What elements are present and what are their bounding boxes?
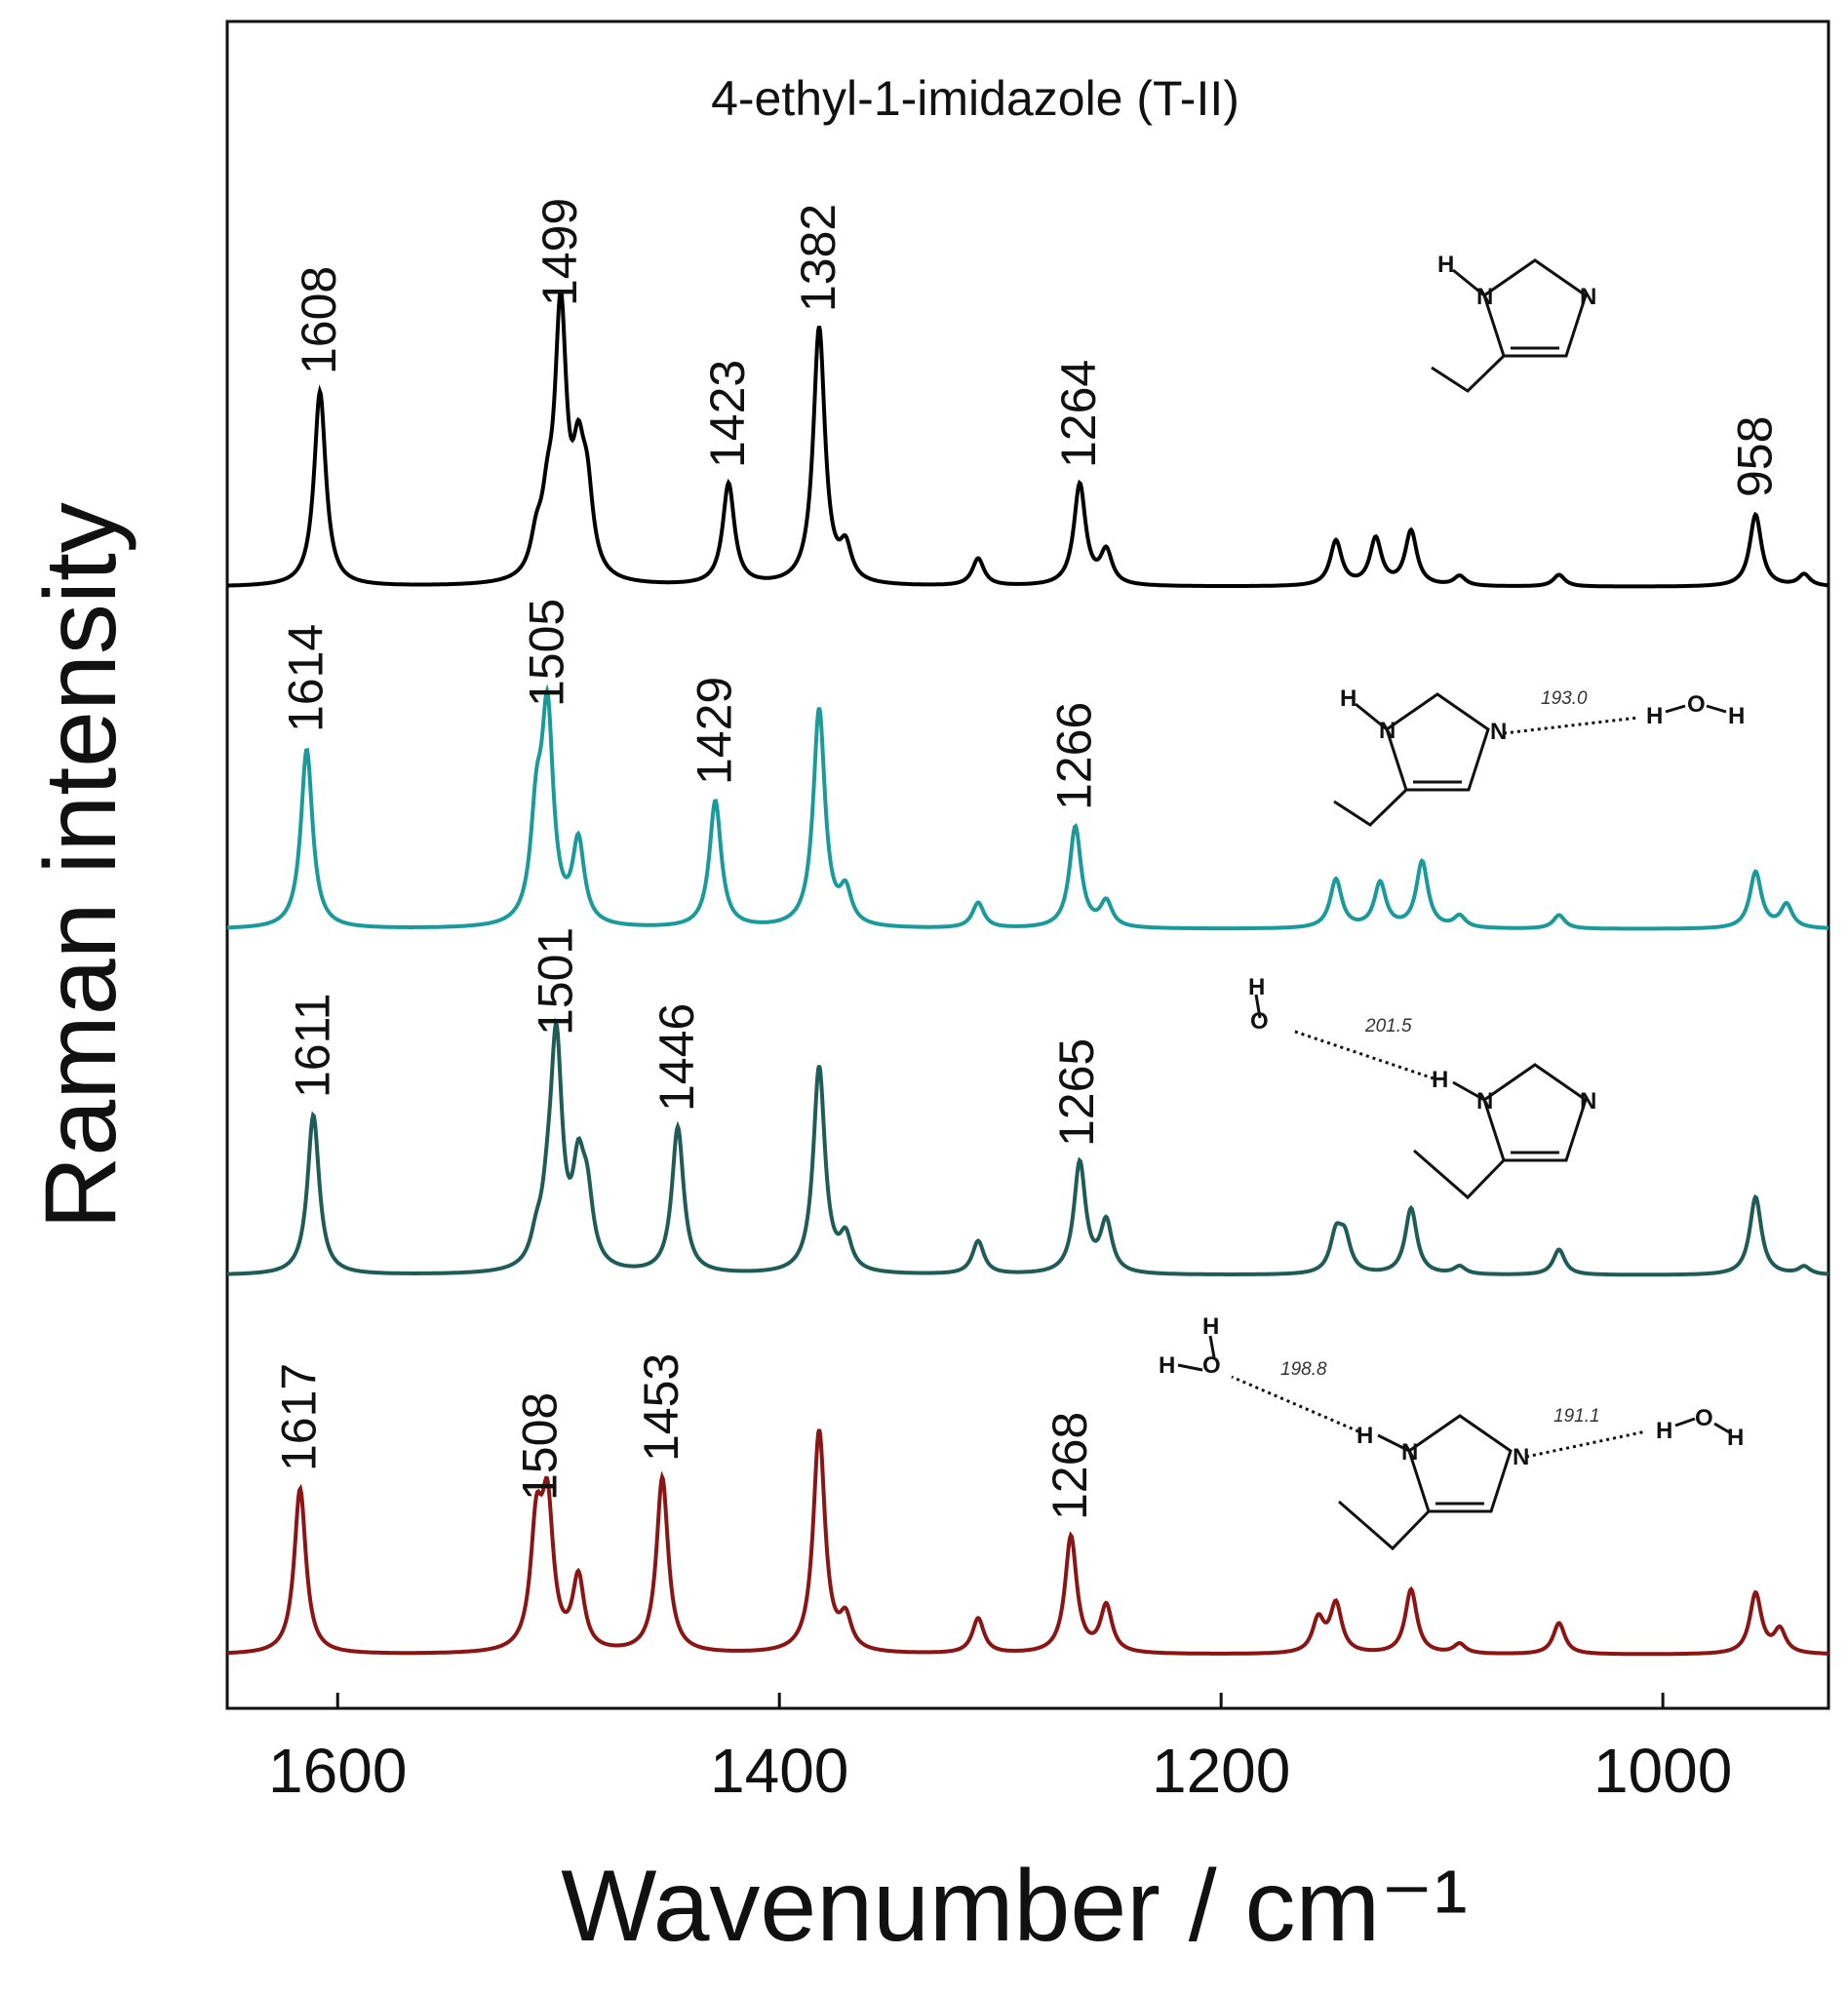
ethyl-chain-3 <box>1413 1149 1506 1200</box>
oh-bond-5 <box>1208 1335 1216 1358</box>
plot-frame <box>225 20 1830 1710</box>
peak-label-s4-1453: 1453 <box>634 1353 688 1462</box>
peak-label-s3-1265: 1265 <box>1049 1038 1104 1147</box>
ethyl-chain-1 <box>1431 354 1506 393</box>
molecule-structure-1: N N H <box>1431 252 1596 393</box>
imidazole-ring-4 <box>1407 1414 1513 1513</box>
atom-n-7: N <box>1401 1439 1418 1466</box>
atom-h-8: H <box>1159 1352 1175 1379</box>
atom-n-6: N <box>1580 1088 1596 1115</box>
peak-label-s4-1268: 1268 <box>1042 1412 1097 1520</box>
peak-label-s2-1505: 1505 <box>519 599 573 707</box>
distance-label-3: 198.8 <box>1280 1359 1327 1380</box>
x-tick-label-1200: 1200 <box>1152 1736 1290 1806</box>
series-line-1 <box>227 290 1829 589</box>
peak-label-s3-1611: 1611 <box>285 993 339 1098</box>
ethyl-chain-4 <box>1338 1500 1431 1551</box>
oh-bond-2 <box>1706 704 1727 714</box>
series-layer <box>226 290 1829 1657</box>
imidazole-ring-1 <box>1482 258 1588 358</box>
atom-o-3: O <box>1202 1352 1221 1379</box>
peak-label-s1-1499: 1499 <box>532 198 587 306</box>
peak-labels: 1608 1499 1423 1382 1264 958 1614 1505 1429 1266 1… <box>272 198 1783 1520</box>
hbond-dotted-1 <box>1503 716 1639 735</box>
peak-label-s4-1508: 1508 <box>513 1392 568 1501</box>
molecule-structure-4: N N H O H H H O H 198.8 191.1 <box>1159 1313 1744 1551</box>
atom-h-10: H <box>1656 1418 1672 1444</box>
atom-h-2: H <box>1340 685 1357 712</box>
oh-bond-6 <box>1674 1417 1696 1428</box>
atom-h-9: H <box>1202 1313 1219 1340</box>
peak-label-s1-1423: 1423 <box>700 360 755 468</box>
oh-bond-4 <box>1177 1363 1203 1372</box>
peak-label-s1-1382: 1382 <box>791 204 845 312</box>
atom-n-5: N <box>1476 1088 1493 1115</box>
x-axis-title: Wavenumber / cm⁻¹ <box>561 1850 1467 1963</box>
series-line-4 <box>227 1428 1828 1657</box>
nh-bond-2 <box>1355 702 1388 731</box>
atom-o-2: O <box>1250 1008 1269 1035</box>
distance-label-1: 193.0 <box>1541 688 1588 709</box>
oh-bond-7 <box>1713 1422 1732 1435</box>
peak-label-s2-1614: 1614 <box>279 624 334 732</box>
atom-o-1: O <box>1687 691 1706 718</box>
atom-h-1: H <box>1437 252 1454 278</box>
peak-label-s2-1266: 1266 <box>1047 702 1102 810</box>
nh-bond-4 <box>1377 1433 1410 1453</box>
atom-o-4: O <box>1695 1405 1713 1431</box>
hbond-dotted-2 <box>1291 1029 1435 1080</box>
x-tick-label-1600: 1600 <box>268 1736 407 1806</box>
imidazole-ring-3 <box>1482 1063 1588 1162</box>
atom-h-6: H <box>1248 974 1265 1000</box>
oh-bond-1 <box>1665 704 1686 714</box>
atom-h-11: H <box>1727 1425 1744 1451</box>
series-line-3 <box>227 1017 1828 1277</box>
hbond-dotted-3 <box>1231 1375 1359 1433</box>
hbond-dotted-4 <box>1525 1429 1647 1459</box>
ethyl-chain-2 <box>1333 788 1408 827</box>
atom-h-7: H <box>1357 1423 1373 1449</box>
atom-n-2: N <box>1580 284 1596 310</box>
y-axis-title: Raman intensity <box>24 502 138 1230</box>
x-tick-label-1400: 1400 <box>710 1736 848 1806</box>
atom-n-1: N <box>1476 284 1493 310</box>
x-tick-label-1000: 1000 <box>1593 1736 1732 1806</box>
molecule-structure-3: N N H O H 201.5 <box>1248 974 1596 1200</box>
molecule-structure-2: N N H H O H 193.0 <box>1333 685 1745 827</box>
nh-bond-3 <box>1452 1080 1485 1102</box>
imidazole-ring-2 <box>1385 692 1490 792</box>
distance-label-4: 191.1 <box>1553 1406 1600 1427</box>
peak-label-s4-1617: 1617 <box>272 1363 327 1471</box>
peak-label-s1-1608: 1608 <box>292 266 346 374</box>
oh-bond-3 <box>1254 994 1262 1019</box>
peak-label-s2-1429: 1429 <box>688 677 742 785</box>
nh-bond-1 <box>1452 268 1485 297</box>
peak-label-s3-1501: 1501 <box>528 927 582 1036</box>
atom-h-3: H <box>1646 703 1663 729</box>
peak-label-s1-1264: 1264 <box>1051 360 1106 468</box>
peak-label-s1-958: 958 <box>1727 416 1782 497</box>
atom-n-3: N <box>1379 718 1396 744</box>
atom-n-8: N <box>1513 1444 1529 1470</box>
series-line-2 <box>226 684 1829 931</box>
peak-label-s3-1446: 1446 <box>649 1003 704 1112</box>
atom-n-4: N <box>1490 719 1507 745</box>
distance-label-2: 201.5 <box>1364 1016 1412 1037</box>
atom-h-4: H <box>1728 703 1745 729</box>
x-axis-ticks: 1600 1400 1200 1000 <box>268 1693 1732 1806</box>
chart-title: 4-ethyl-1-imidazole (T-II) <box>711 71 1239 126</box>
atom-h-5: H <box>1432 1067 1448 1093</box>
